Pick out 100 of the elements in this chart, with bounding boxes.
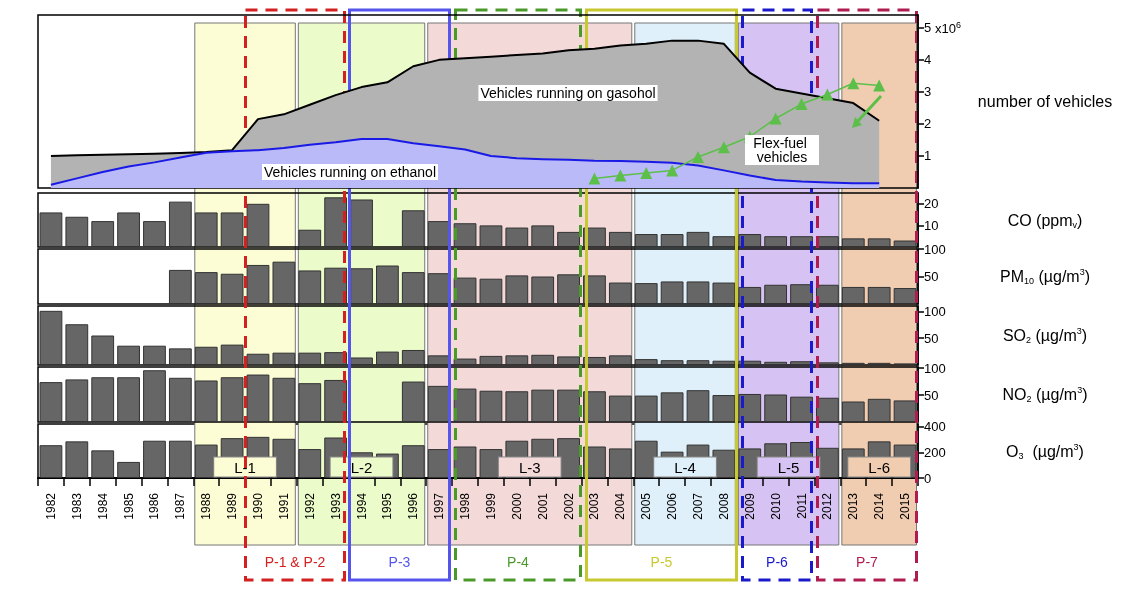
- bar: [479, 390, 503, 422]
- bar: [194, 380, 218, 422]
- bar: [608, 355, 632, 365]
- bar: [401, 349, 425, 365]
- bar: [479, 225, 503, 247]
- bar: [841, 238, 865, 247]
- bar: [324, 379, 348, 422]
- x-tick-label: 2000: [509, 492, 524, 520]
- bar: [867, 398, 891, 422]
- bar: [143, 221, 166, 247]
- series-label: Vehicles running on gasohol: [480, 85, 656, 101]
- bar: [790, 396, 813, 422]
- bar: [39, 445, 63, 478]
- point: [588, 172, 601, 185]
- bar: [350, 199, 373, 247]
- bar: [453, 277, 477, 304]
- bar: [143, 440, 166, 478]
- bar: [660, 281, 684, 304]
- bar: [168, 201, 192, 247]
- x-tick-label: 2004: [613, 492, 628, 520]
- y-tick-label: 4: [924, 52, 932, 68]
- x-tick-label: 2007: [691, 492, 705, 520]
- bar: [634, 359, 658, 365]
- bar: [608, 282, 632, 304]
- x-tick-label: 1982: [43, 492, 58, 520]
- point: [769, 112, 782, 125]
- series-label: Flex-fuel vehicles: [753, 135, 811, 165]
- x-tick-label: 1990: [251, 492, 265, 520]
- bar: [712, 236, 736, 247]
- bar: [505, 391, 529, 422]
- x-tick-label: 2015: [898, 492, 913, 520]
- x-tick-label: 1992: [302, 492, 317, 520]
- text: P-6: [766, 554, 789, 570]
- point: [873, 79, 886, 92]
- point: [640, 166, 653, 179]
- bar: [324, 267, 348, 304]
- bar: [246, 374, 270, 422]
- bar: [557, 389, 580, 422]
- point: [847, 77, 860, 90]
- text: x10$^{6}$: [935, 20, 961, 36]
- x-tick-label: 2009: [742, 492, 757, 520]
- x-tick-label: 1996: [406, 492, 421, 520]
- y-tick-label: 50: [924, 269, 939, 284]
- x-tick-label: 2011: [794, 492, 809, 519]
- bar: [246, 353, 270, 365]
- bar: [453, 358, 477, 365]
- bar: [505, 227, 529, 247]
- bar: [65, 379, 89, 422]
- text: P-1 & P-2: [264, 554, 326, 570]
- x-tick-label: 2003: [587, 492, 602, 520]
- bar: [660, 392, 684, 422]
- bar: [816, 284, 839, 304]
- bar: [39, 310, 63, 365]
- bar: [298, 449, 322, 478]
- band-label: L-4: [674, 458, 696, 476]
- y-tick-label: 400: [924, 419, 946, 435]
- bar: [764, 236, 788, 247]
- bar: [686, 281, 710, 304]
- x-tick-label: 2010: [768, 492, 783, 520]
- bar: [194, 212, 218, 247]
- x-tick-label: 1988: [199, 492, 214, 520]
- bar: [557, 274, 580, 304]
- bar: [350, 357, 373, 365]
- bar: [686, 390, 710, 422]
- bar: [660, 234, 684, 247]
- y-tick-label: 100: [924, 360, 946, 376]
- bar: [816, 397, 839, 422]
- bar: [893, 400, 917, 422]
- bar: [246, 264, 270, 304]
- band-label: L-5: [777, 458, 800, 476]
- bar: [531, 225, 555, 247]
- bar: [220, 273, 244, 304]
- bar: [272, 377, 296, 422]
- x-tick-label: 1995: [380, 492, 395, 520]
- bar: [220, 344, 244, 365]
- text: P-4: [507, 554, 530, 570]
- bar: [143, 370, 166, 422]
- bar: [893, 288, 917, 304]
- bar: [168, 377, 192, 422]
- y-tick-label: 50: [924, 387, 939, 403]
- point: [717, 141, 730, 154]
- y-tick-label: 10: [924, 217, 939, 233]
- x-tick-label: 1999: [483, 492, 498, 520]
- bar: [350, 268, 373, 304]
- bar: [143, 345, 166, 365]
- x-tick-label: 2014: [872, 492, 887, 520]
- point: [666, 164, 679, 177]
- bar: [220, 212, 244, 247]
- bar: [401, 210, 425, 247]
- bar: [738, 393, 762, 422]
- bar: [531, 354, 555, 365]
- bar: [91, 335, 115, 365]
- band-label: L-1: [234, 458, 256, 476]
- bar: [712, 395, 736, 422]
- y-tick-label: 50: [924, 330, 939, 346]
- bar: [790, 236, 813, 247]
- bar: [401, 445, 425, 478]
- bar: [168, 348, 192, 365]
- bar: [686, 360, 710, 365]
- bar: [453, 388, 477, 422]
